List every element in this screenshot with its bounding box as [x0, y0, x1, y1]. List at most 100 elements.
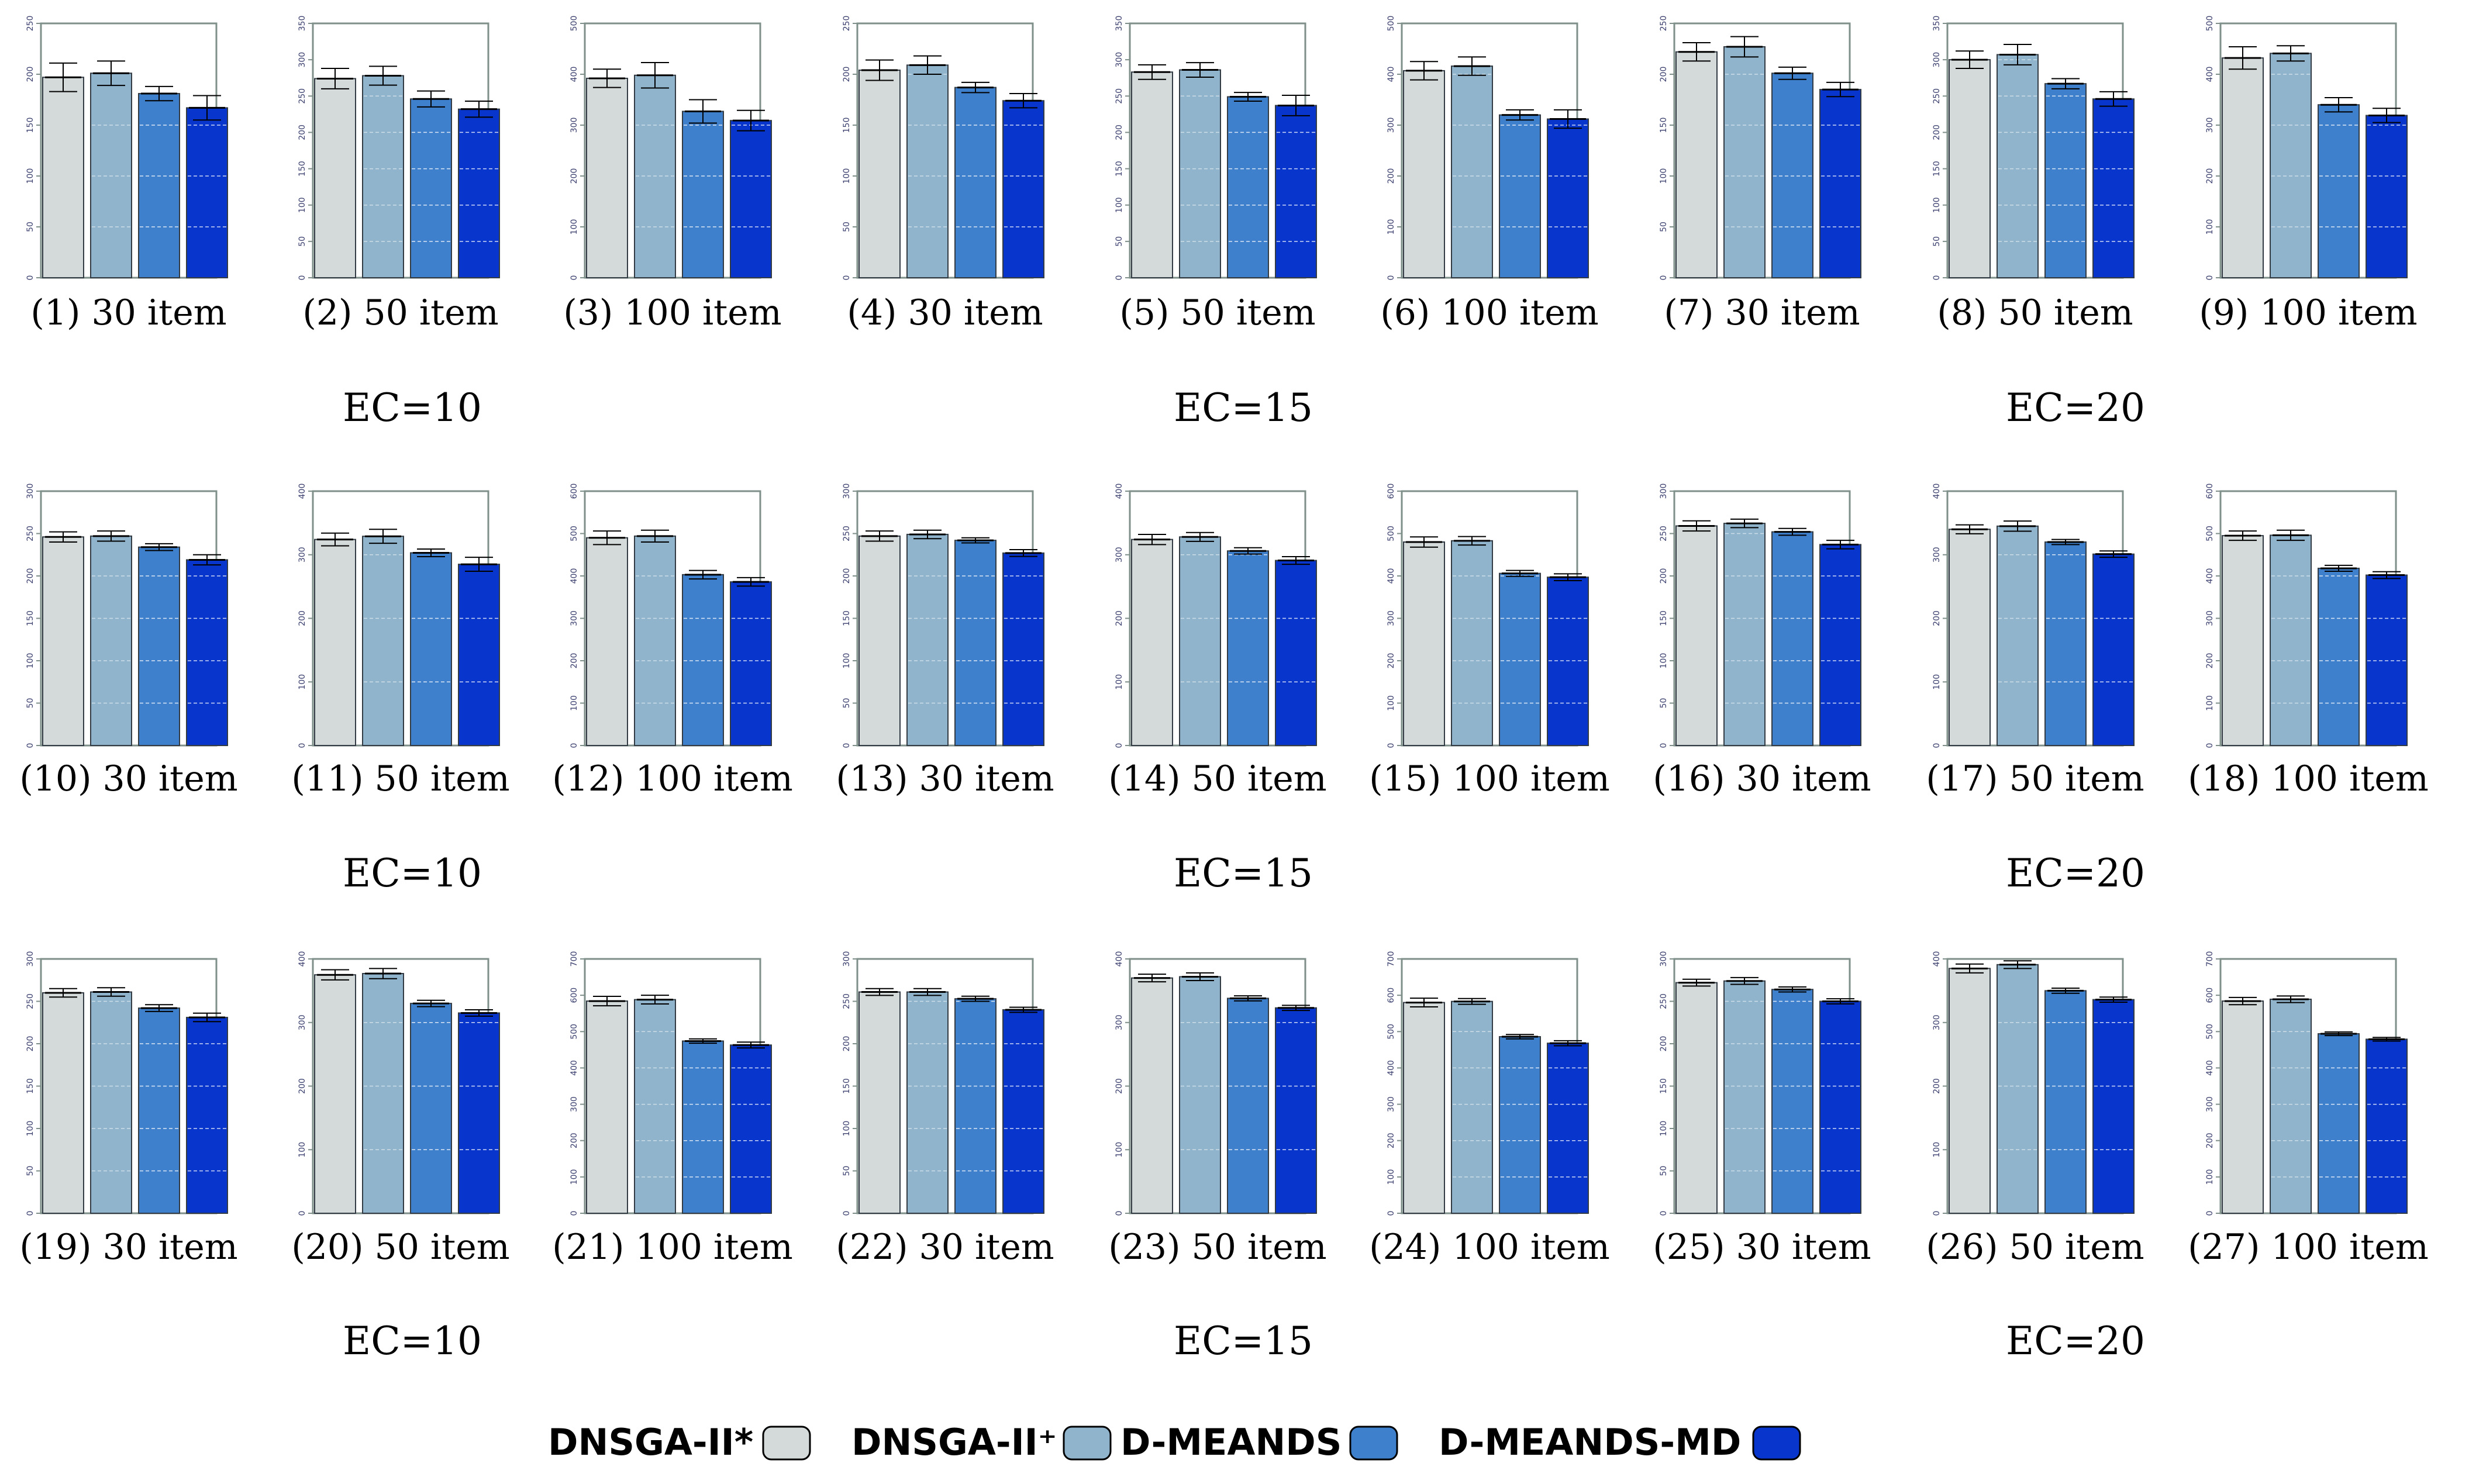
y-tick-label: 300: [2205, 610, 2215, 626]
bar-d-meands-md: [1002, 100, 1044, 279]
bar-d-meands: [1499, 1036, 1541, 1214]
y-tick-label: 100: [1932, 1142, 1942, 1158]
y-tick-label: 100: [842, 653, 851, 669]
y-tick-label: 50: [842, 698, 851, 709]
y-tick-label: 200: [298, 1078, 307, 1094]
y-tick-label: 200: [842, 1036, 851, 1052]
y-tick-label: 300: [1659, 484, 1668, 499]
y-tick-label: 0: [1659, 1211, 1668, 1216]
y-tick-label: 300: [570, 118, 579, 133]
subplot-caption: (3) 100 item: [563, 292, 781, 333]
y-tick-label: 300: [1387, 610, 1396, 626]
legend-swatch: [1349, 1426, 1398, 1461]
subplot-caption: (1) 30 item: [30, 292, 226, 333]
y-tick-label: 400: [1115, 951, 1124, 967]
legend-swatch: [1752, 1426, 1801, 1461]
y-tick-label: 0: [2205, 1211, 2215, 1216]
bar-dnsga-ii-: [858, 991, 901, 1214]
subplot-caption: (13) 30 item: [836, 758, 1054, 799]
bar-dnsga-ii-: [1403, 70, 1445, 278]
y-tick-label: 500: [1387, 526, 1396, 541]
y-tick-label: 50: [1659, 222, 1668, 232]
bar-dnsga-ii-: [1723, 523, 1766, 746]
y-tick-label: 200: [298, 125, 307, 140]
subplot-9: 0 100 200 300 400 500 (9) 100 item: [2199, 16, 2417, 333]
y-tick-label: 600: [570, 988, 579, 1003]
y-tick-label: 100: [298, 197, 307, 213]
y-tick-label: 50: [26, 222, 35, 232]
y-tick-label: 500: [2205, 1024, 2215, 1040]
bar-dnsga-ii-: [1997, 964, 2039, 1214]
y-tick-label: 400: [1932, 484, 1942, 499]
y-tick-label: 0: [26, 1211, 35, 1216]
bar-dnsga-ii-: [586, 1000, 628, 1214]
subplot-caption: (8) 50 item: [1937, 292, 2133, 333]
y-tick-label: 300: [298, 1014, 307, 1030]
y-tick-label: 600: [2205, 988, 2215, 1003]
y-tick-label: 100: [570, 1169, 579, 1185]
subplot-10: 0 50 100 150 200 250 300 (10) 30 item: [19, 484, 237, 799]
y-tick-label: 600: [2205, 484, 2215, 499]
subplot-26: 0 100 200 300 400 (26) 50 item: [1926, 951, 2144, 1268]
y-tick-label: 0: [842, 1211, 851, 1216]
subplot-caption: (23) 50 item: [1108, 1227, 1326, 1268]
y-tick-label: 500: [1387, 1024, 1396, 1040]
y-tick-label: 50: [1659, 1166, 1668, 1176]
y-tick-label: 100: [1659, 1121, 1668, 1137]
group-label: EC=15: [1174, 1319, 1313, 1364]
y-tick-label: 150: [1659, 1078, 1668, 1094]
y-tick-label: 150: [1659, 118, 1668, 133]
subplot-24: 0 100 200 300 400 500 600 700 (24) 100 item: [1369, 951, 1610, 1268]
y-tick-label: 300: [1115, 547, 1124, 562]
bar-d-meands-md: [1002, 1009, 1044, 1214]
y-tick-label: 100: [298, 1142, 307, 1158]
bar-dnsga-ii-: [1131, 977, 1173, 1214]
y-tick-label: 0: [570, 743, 579, 748]
y-tick-label: 200: [26, 67, 35, 82]
y-tick-label: 100: [1115, 674, 1124, 690]
y-tick-label: 0: [298, 1211, 307, 1216]
bar-dnsga-ii-: [906, 991, 949, 1214]
y-tick-label: 0: [1932, 1211, 1942, 1216]
bar-d-meands: [1227, 998, 1269, 1214]
y-tick-label: 100: [2205, 1169, 2215, 1185]
subplot-13: 0 50 100 150 200 250 300 (13) 30 item: [836, 484, 1054, 799]
y-tick-label: 50: [842, 1166, 851, 1176]
bar-dnsga-ii-: [1451, 1000, 1493, 1214]
y-tick-label: 400: [1387, 568, 1396, 584]
bar-d-meands: [138, 546, 180, 746]
y-tick-label: 200: [1932, 610, 1942, 626]
bar-dnsga-ii-: [1675, 51, 1718, 278]
legend-swatch: [1063, 1426, 1112, 1461]
y-tick-label: 0: [1115, 275, 1124, 281]
bar-dnsga-ii-: [2270, 998, 2312, 1214]
subplot-caption: (7) 30 item: [1664, 292, 1860, 333]
bar-dnsga-ii-: [90, 991, 132, 1214]
subplot-25: 0 50 100 150 200 250 300 (25) 30 item: [1653, 951, 1871, 1268]
y-tick-label: 0: [2205, 275, 2215, 281]
bar-d-meands: [954, 87, 997, 278]
subplot-caption: (17) 50 item: [1926, 758, 2144, 799]
y-tick-label: 0: [842, 275, 851, 281]
y-tick-label: 300: [1932, 547, 1942, 562]
y-tick-label: 350: [1932, 16, 1942, 32]
subplot-caption: (19) 30 item: [19, 1227, 237, 1268]
y-tick-label: 300: [1932, 1014, 1942, 1030]
bar-d-meands-md: [1275, 1007, 1317, 1214]
bar-d-meands: [410, 98, 452, 278]
y-tick-label: 400: [570, 1060, 579, 1076]
bar-d-meands-md: [1819, 544, 1861, 746]
y-tick-label: 100: [1659, 653, 1668, 669]
y-tick-label: 100: [842, 1121, 851, 1137]
subplot-14: 0 100 200 300 400 (14) 50 item: [1108, 484, 1326, 799]
y-tick-label: 500: [570, 16, 579, 32]
bar-dnsga-ii-: [634, 535, 676, 746]
subplot-23: 0 100 200 300 400 (23) 50 item: [1108, 951, 1326, 1268]
y-tick-label: 300: [1115, 1014, 1124, 1030]
subplot-caption: (9) 100 item: [2199, 292, 2417, 333]
bar-dnsga-ii-: [1723, 46, 1766, 279]
bar-d-meands-md: [730, 1044, 772, 1214]
legend-label: D-MEANDS-MD: [1439, 1421, 1741, 1464]
legend-swatch: [762, 1426, 811, 1461]
y-tick-label: 700: [570, 951, 579, 967]
